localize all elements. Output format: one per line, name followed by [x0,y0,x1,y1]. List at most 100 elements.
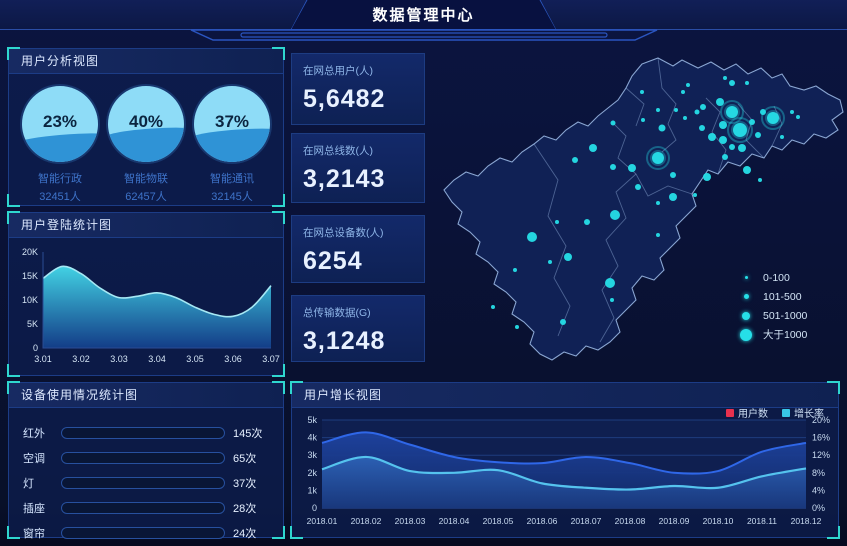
svg-text:2018.01: 2018.01 [307,516,338,526]
panel-title-user-analysis: 用户分析视图 [9,49,283,74]
legend-dot-icon [744,276,748,279]
panel-title-device-usage: 设备使用情况统计图 [9,383,283,408]
svg-text:2018.07: 2018.07 [571,516,602,526]
bar-row-curtain: 窗帘 24次 [23,520,269,545]
panel-user-analysis: 用户分析视图 23% 智能行政 32451人 40% 智能物联 62457人 3… [7,47,285,207]
svg-text:3.05: 3.05 [186,354,204,364]
svg-text:5K: 5K [27,319,38,329]
bar-label: 红外 [23,427,45,440]
stat-card-total-devices: 在网总设备数(人) 6254 [291,215,425,283]
svg-text:4k: 4k [307,433,317,443]
bar-track [61,426,225,439]
svg-text:10K: 10K [22,295,38,305]
title-underline-decoration [190,29,657,41]
legend-label: 101-500 [763,290,802,303]
svg-text:2018.03: 2018.03 [395,516,426,526]
legend-label: 增长率 [794,409,824,420]
gauge-count: 62457人 [125,191,167,203]
growth-area-chart: 0 1k 2k 3k 4k 5k 0% 4% 8% 12% 16% 20% 2018.01 2018.02… [307,415,830,526]
province-map [443,57,844,361]
gauge-iot: 40% 智能物联 62457人 [104,86,188,204]
map-internal-borders [533,57,783,343]
svg-text:20%: 20% [812,415,830,425]
corner-bracket [272,194,285,207]
gauge-label: 智能物联 [124,173,168,185]
corner-bracket [290,526,303,539]
legend-item-users[interactable]: 用户数 [726,405,768,420]
corner-bracket [272,381,285,394]
svg-text:2018.04: 2018.04 [439,516,470,526]
svg-text:4%: 4% [812,485,825,495]
bar-value: 145次 [233,427,263,440]
stat-label: 在网总线数(人) [303,145,373,157]
gauge-count: 32451人 [39,191,81,203]
corner-bracket [7,211,20,224]
corner-bracket [7,194,20,207]
corner-bracket [827,526,840,539]
page-title: 数据管理中心 [372,7,475,24]
bar-row-socket: 插座 28次 [23,495,269,520]
panel-title-user-growth: 用户增长视图 [292,383,838,408]
gauge-percent: 37% [214,111,250,131]
liquid-fill [22,131,98,162]
corner-bracket [272,526,285,539]
svg-text:0%: 0% [812,503,825,513]
panel-login-stats: 用户登陆统计图 0 5K 10K 15K 20K 3.01 3.02 3.03 3.04 3.05… [7,211,285,377]
svg-text:8%: 8% [812,468,825,478]
svg-text:2018.08: 2018.08 [615,516,646,526]
stat-value: 3,1248 [303,327,386,355]
gauge-percent: 23% [42,111,78,131]
bar-track [61,501,225,514]
svg-text:3.04: 3.04 [148,354,166,364]
legend-label: 0-100 [763,271,790,284]
map-legend: 0-100 101-500 501-1000 大于1000 [738,268,807,344]
svg-text:2018.02: 2018.02 [351,516,382,526]
title-banner: 数据管理中心 [290,0,557,30]
bar-label: 插座 [23,502,45,515]
svg-text:12%: 12% [812,450,830,460]
gauge-comm: 37% 智能通讯 32145人 [190,86,274,204]
map-legend-item: 101-500 [738,287,807,306]
device-bar-chart: 红外 145次 空调 65次 灯 37次 插座 28次 窗帘 [9,408,283,545]
liquid-gauges: 23% 智能行政 32451人 40% 智能物联 62457人 37% 智能通讯… [9,74,283,204]
bar-value: 37次 [233,477,257,490]
bar-track [61,476,225,489]
bar-label: 空调 [23,452,45,465]
svg-text:20K: 20K [22,247,38,257]
svg-text:0: 0 [312,503,317,513]
corner-bracket [7,526,20,539]
stat-label: 在网总设备数(人) [303,227,384,239]
svg-text:2018.09: 2018.09 [659,516,690,526]
bar-label: 窗帘 [23,527,45,540]
svg-text:15K: 15K [22,271,38,281]
corner-bracket [7,381,20,394]
bar-value: 24次 [233,527,257,540]
login-area-chart: 0 5K 10K 15K 20K 3.01 3.02 3.03 3.04 3.05 3.06 3.07 [22,247,280,364]
stat-value: 5,6482 [303,85,386,113]
corner-bracket [272,211,285,224]
svg-text:16%: 16% [812,433,830,443]
svg-text:2018.12: 2018.12 [791,516,822,526]
legend-label: 用户数 [738,409,768,420]
svg-text:2018.06: 2018.06 [527,516,558,526]
stat-card-total-lines: 在网总线数(人) 3,2143 [291,133,425,203]
top-bar: 数据管理中心 [0,0,847,30]
svg-text:1k: 1k [307,485,317,495]
gauge-count: 32145人 [211,191,253,203]
map-data-points [491,76,800,329]
bar-row-light: 灯 37次 [23,470,269,495]
corner-bracket [827,381,840,394]
bar-track [61,526,225,539]
corner-bracket [290,381,303,394]
legend-dot-icon [740,328,752,341]
panel-user-growth: 用户增长视图 用户数 增长率 0 1k 2k 3k 4k 5k 0% 4% 8% 12% 16% 20… [290,381,840,539]
map-legend-item: 0-100 [738,268,807,287]
corner-bracket [7,47,20,60]
svg-text:3.01: 3.01 [34,354,52,364]
svg-text:5k: 5k [307,415,317,425]
legend-swatch-icon [726,408,734,417]
map-legend-item: 501-1000 [738,306,807,325]
legend-item-growth-rate[interactable]: 增长率 [782,405,824,420]
map-legend-item: 大于1000 [738,325,807,344]
